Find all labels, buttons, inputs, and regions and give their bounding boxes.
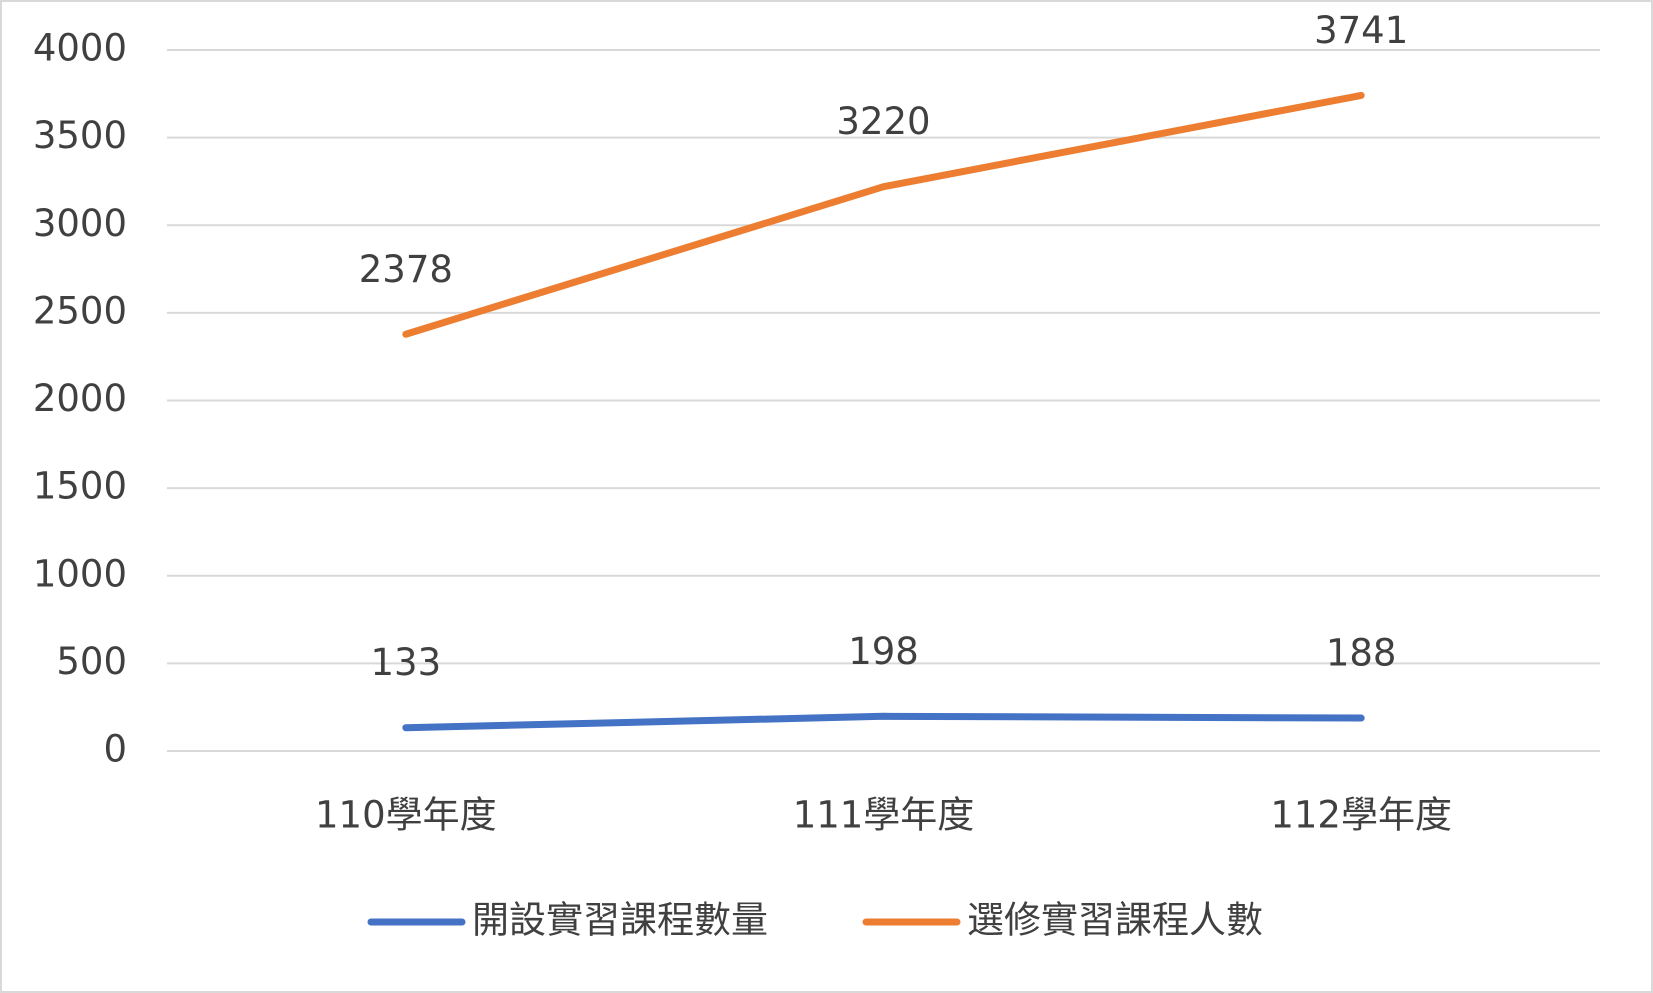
x-tick-label: 111學年度 xyxy=(793,794,975,837)
y-tick-label: 0 xyxy=(103,728,127,771)
legend-label: 開設實習課程數量 xyxy=(472,899,768,942)
data-label: 198 xyxy=(848,630,919,673)
data-label: 3741 xyxy=(1314,9,1408,52)
data-label: 3220 xyxy=(836,100,930,143)
y-tick-label: 500 xyxy=(56,640,127,683)
x-tick-label: 112學年度 xyxy=(1270,794,1452,837)
y-tick-label: 1000 xyxy=(33,552,127,595)
data-label: 133 xyxy=(371,641,442,684)
series-line xyxy=(402,712,1365,732)
y-tick-label: 2000 xyxy=(33,377,127,420)
y-tick-label: 3500 xyxy=(33,114,127,157)
y-tick-label: 1500 xyxy=(33,465,127,508)
series-line xyxy=(402,91,1365,338)
y-tick-label: 3000 xyxy=(33,202,127,245)
data-label: 188 xyxy=(1326,632,1397,675)
data-label: 2378 xyxy=(359,248,453,291)
x-tick-label: 110學年度 xyxy=(315,794,497,837)
y-tick-label: 2500 xyxy=(33,289,127,332)
legend-label: 選修實習課程人數 xyxy=(967,899,1263,942)
y-tick-label: 4000 xyxy=(33,27,127,70)
